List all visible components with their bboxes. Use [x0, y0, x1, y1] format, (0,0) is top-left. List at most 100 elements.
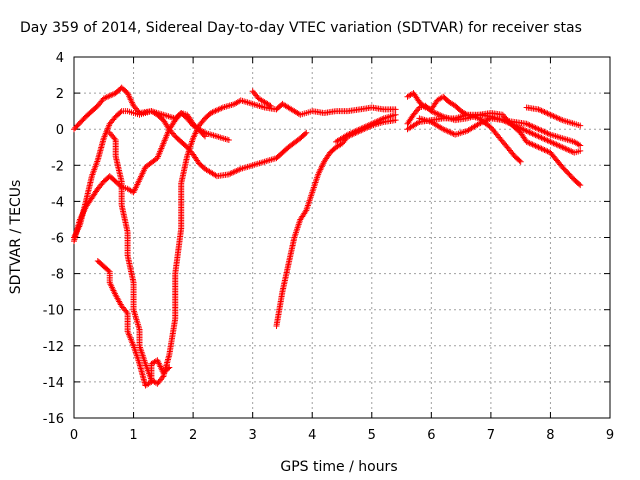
data-point-interp: [146, 379, 153, 386]
data-point-interp: [529, 130, 536, 137]
data-point-interp: [553, 114, 560, 121]
data-point-interp: [165, 365, 172, 372]
data-point-interp: [209, 109, 216, 116]
data-point-interp: [444, 128, 451, 135]
y-tick-label: -2: [51, 159, 64, 174]
data-point-interp: [526, 129, 533, 136]
data-point-interp: [540, 135, 546, 142]
data-point-interp: [233, 167, 240, 174]
data-point-interp: [551, 140, 558, 147]
data-point: [523, 120, 530, 127]
data-point-interp: [531, 124, 538, 131]
data-point-interp: [216, 105, 223, 112]
data-point: [440, 126, 447, 133]
data-point-interp: [358, 125, 365, 132]
data-point: [523, 138, 530, 145]
data-point: [392, 106, 399, 113]
data-point-interp: [548, 139, 555, 146]
data-point-interp: [534, 143, 541, 150]
data-point: [392, 117, 399, 124]
data-point: [577, 147, 584, 154]
y-tick-label: -6: [51, 232, 64, 247]
data-point-interp: [434, 110, 441, 117]
data-point: [100, 95, 107, 102]
data-point-interp: [370, 120, 377, 127]
data-point: [225, 137, 232, 144]
data-point: [207, 109, 214, 116]
data-point-interp: [350, 128, 357, 135]
data-point-interp: [227, 170, 234, 177]
data-point-interp: [541, 128, 548, 135]
data-point-interp: [443, 127, 450, 134]
x-tick-label: 9: [606, 428, 614, 443]
x-tick-label: 3: [249, 428, 257, 443]
y-tick-label: -12: [43, 340, 64, 355]
grid: [74, 57, 610, 418]
data-point: [303, 129, 310, 136]
x-tick-label: 8: [546, 428, 554, 443]
data-point-interp: [540, 108, 546, 115]
data-point-interp: [359, 124, 366, 131]
data-point-interp: [548, 112, 555, 119]
data-point-interp: [531, 131, 538, 138]
series-track-3: [71, 108, 310, 241]
data-point-interp: [177, 111, 184, 118]
series-track-13: [523, 104, 584, 129]
data-point-interp: [537, 126, 544, 133]
data-point-interp: [364, 122, 371, 129]
data-point-interp: [538, 134, 545, 141]
data-point-interp: [544, 148, 551, 155]
data-point-interp: [349, 129, 356, 136]
data-point-interp: [447, 129, 454, 136]
data-point-interp: [566, 147, 573, 154]
data-point-interp: [218, 105, 225, 112]
data-point-interp: [532, 132, 539, 139]
data-point-interp: [106, 92, 113, 99]
data-point-interp: [544, 110, 551, 117]
data-point-interp: [532, 142, 539, 149]
data-point-interp: [483, 117, 490, 124]
data-point-interp: [373, 118, 380, 125]
data-point-interp: [123, 308, 130, 315]
data-point-interp: [517, 125, 524, 132]
data-point-interp: [562, 145, 569, 152]
data-point-interp: [545, 138, 552, 145]
data-point-interp: [568, 148, 575, 155]
data-point-interp: [525, 139, 532, 146]
data-point-interp: [537, 107, 544, 114]
data-point-interp: [103, 94, 110, 101]
data-point-interp: [481, 118, 488, 125]
data-point-interp: [367, 121, 374, 128]
data-point-interp: [429, 108, 436, 115]
data-point: [392, 111, 399, 118]
data-point-interp: [565, 146, 572, 153]
data-point-interp: [553, 141, 560, 148]
series-track-8: [333, 111, 399, 145]
data-point-interp: [519, 125, 526, 132]
y-tick-label: 2: [56, 87, 64, 102]
data-point-interp: [557, 143, 564, 150]
y-tick-label: 4: [56, 51, 64, 66]
y-tick-label: -8: [51, 268, 64, 283]
data-point-interp: [152, 379, 159, 386]
data-point-interp: [557, 116, 564, 123]
data-point-interp: [516, 157, 523, 164]
y-tick-label: -4: [51, 195, 64, 210]
data-point-interp: [534, 125, 541, 132]
data-point-interp: [379, 116, 386, 123]
data-point: [267, 102, 274, 109]
data-point: [577, 142, 584, 149]
data-point-interp: [109, 91, 116, 98]
data-point-interp: [526, 140, 533, 147]
data-point-interp: [545, 130, 552, 137]
data-point-interp: [532, 124, 539, 131]
series-track-12: [416, 115, 584, 149]
data-point-interp: [105, 93, 112, 100]
data-point-interp: [230, 169, 237, 176]
data-point-interp: [414, 119, 421, 126]
data-point-interp: [234, 167, 241, 174]
data-point-interp: [355, 126, 362, 133]
x-tick-label: 0: [70, 428, 78, 443]
data-point: [475, 120, 482, 127]
